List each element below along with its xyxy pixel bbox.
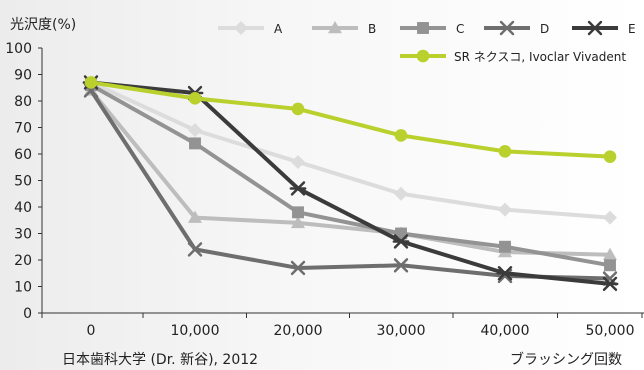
data-point [603, 247, 617, 260]
data-point [392, 234, 410, 249]
legend-item: B [312, 21, 376, 36]
x-tick-label: 10,000 [171, 323, 220, 339]
legend: A B C D ESR ネクスコ, Ivoclar Vivadent [218, 20, 636, 64]
x-axis-label: ブラッシング回数 [510, 351, 622, 368]
data-point [417, 22, 429, 34]
data-point [187, 242, 203, 257]
x-tick-label: 40,000 [481, 323, 530, 339]
data-point [290, 260, 306, 276]
data-point [603, 150, 617, 163]
data-point [291, 154, 305, 169]
data-point [498, 202, 512, 217]
data-point [394, 129, 408, 142]
legend-item: D [484, 20, 549, 36]
x-tick-label: 30,000 [377, 323, 426, 339]
data-point [393, 258, 409, 273]
data-point [289, 181, 307, 196]
data-point [292, 206, 304, 219]
y-tick-label: 60 [14, 147, 32, 163]
data-point [603, 210, 617, 225]
source-note: 日本歯科大学 (Dr. 新谷), 2012 [62, 352, 258, 368]
data-point [416, 49, 430, 63]
data-point [604, 259, 616, 272]
data-point [188, 210, 202, 223]
y-tick-label: 20 [14, 253, 32, 269]
x-tick-label: 50,000 [586, 323, 635, 339]
data-point [395, 227, 407, 240]
data-point [586, 20, 604, 36]
series-5 [82, 75, 619, 292]
data-point [394, 186, 408, 201]
legend-item: C [400, 22, 464, 36]
data-point [84, 76, 98, 89]
series-2 [84, 83, 617, 260]
legend-item: A [218, 21, 283, 36]
data-point [291, 215, 305, 229]
legend-label: A [274, 22, 283, 36]
data-point [499, 240, 511, 253]
data-point [601, 276, 619, 292]
y-tick-label: 10 [14, 280, 32, 296]
legend-label: B [368, 22, 376, 36]
y-tick-label: 30 [14, 227, 32, 243]
y-tick-label: 80 [14, 94, 32, 110]
data-point [234, 21, 248, 35]
data-point [188, 92, 202, 105]
series-line [90, 83, 611, 268]
y-tick-label: 40 [14, 200, 32, 216]
y-tick-label: 70 [14, 121, 32, 137]
y-tick-label: 50 [14, 174, 32, 190]
series-3 [85, 79, 616, 272]
series-line [90, 80, 611, 159]
x-tick-label: 20,000 [274, 323, 323, 339]
data-point [328, 21, 342, 34]
legend-label: D [540, 22, 549, 36]
legend-label: C [456, 22, 464, 36]
legend-item: E [572, 20, 636, 36]
legend-label: E [628, 22, 636, 36]
data-point [496, 266, 514, 281]
data-point [498, 145, 512, 158]
data-point [188, 123, 202, 138]
series-6 [84, 76, 617, 163]
series-line [89, 89, 611, 257]
x-tick-label: 0 [87, 323, 96, 339]
series-line [90, 80, 611, 286]
y-tick-label: 100 [5, 41, 32, 57]
axes: 0 10 20 30 40 50 60 70 80 90 100 0 10,000 20,000 30,00… [5, 41, 644, 339]
legend-label: SR ネクスコ, Ivoclar Vivadent [454, 50, 626, 64]
legend-item: SR ネクスコ, Ivoclar Vivadent [400, 49, 626, 64]
data-point [189, 137, 201, 150]
series-layer [82, 75, 619, 292]
series-line [90, 80, 611, 220]
y-axis-label: 光沢度(%) [10, 17, 76, 33]
data-point [499, 20, 515, 36]
y-tick-label: 0 [23, 306, 32, 322]
y-tick-label: 90 [14, 68, 32, 84]
data-point [291, 102, 305, 116]
